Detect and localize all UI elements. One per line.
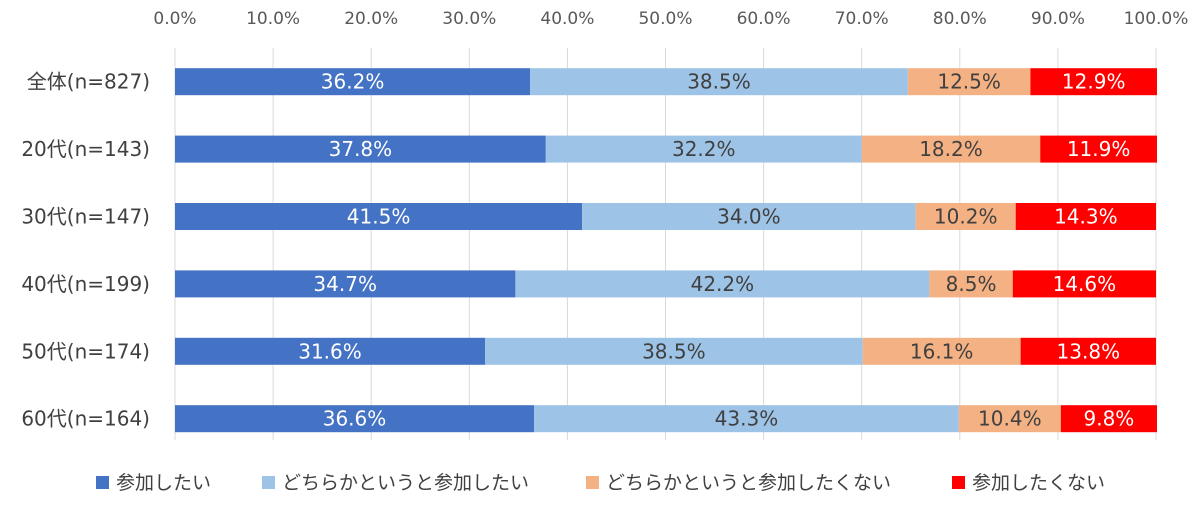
data-label: 38.5% <box>687 70 751 94</box>
bar-segment <box>862 337 1021 365</box>
data-label: 38.5% <box>642 339 706 363</box>
bar-segment <box>534 405 959 433</box>
bar-segment <box>907 68 1031 96</box>
x-tick-label: 100.0% <box>1124 9 1189 29</box>
data-label: 14.6% <box>1053 272 1117 296</box>
bar-segment <box>175 405 535 433</box>
legend-label: 参加したくない <box>972 472 1105 494</box>
x-tick-label: 80.0% <box>933 9 987 29</box>
category-label: 40代(n=199) <box>21 272 150 296</box>
bar-segment <box>175 68 531 96</box>
bar-segment <box>1015 203 1156 230</box>
category-label: 50代(n=174) <box>21 339 150 363</box>
x-tick-label: 70.0% <box>835 9 889 29</box>
bar-segment <box>515 270 930 298</box>
x-tick-label: 10.0% <box>246 9 300 29</box>
bar-segment <box>915 203 1016 230</box>
data-label: 41.5% <box>347 205 411 229</box>
bar-segment <box>175 135 546 163</box>
x-axis-ticks: 0.0% 10.0% 20.0% 30.0% 40.0% 50.0% 60.0% 70.0% 8… <box>153 9 1188 29</box>
data-label: 43.3% <box>715 407 779 431</box>
x-tick-label: 30.0% <box>442 9 496 29</box>
bar-segment <box>484 337 863 365</box>
legend-swatch <box>96 476 109 489</box>
bar-segment <box>1040 135 1157 163</box>
data-label: 31.6% <box>298 339 362 363</box>
legend-label: どちらかというと参加したい <box>282 472 529 494</box>
data-label: 12.9% <box>1062 70 1126 94</box>
bar-segment <box>530 68 908 96</box>
data-label: 36.6% <box>323 407 387 431</box>
x-tick-label: 40.0% <box>540 9 594 29</box>
data-label: 11.9% <box>1067 137 1131 161</box>
bar-segment <box>1030 68 1157 96</box>
bars: 36.2% 38.5% 12.5% 12.9% 37.8% 32.2% 18.2% 11.9%… <box>175 68 1157 433</box>
bar-segment <box>958 405 1061 433</box>
bar-segment <box>1020 337 1156 365</box>
category-labels: 全体(n=827) 20代(n=143) 30代(n=147) 40代(n=199) 5… <box>21 70 150 431</box>
data-label: 9.8% <box>1084 407 1135 431</box>
legend: 参加したい どちらかというと参加したい どちらかというと参加したくない 参加したくない <box>96 472 1105 494</box>
category-label: 60代(n=164) <box>21 407 150 431</box>
data-label: 36.2% <box>321 70 385 94</box>
bar-segment <box>175 270 516 298</box>
data-label: 42.2% <box>691 272 755 296</box>
data-label: 32.2% <box>672 137 736 161</box>
legend-swatch <box>262 476 275 489</box>
data-label: 8.5% <box>946 272 997 296</box>
data-label: 10.2% <box>934 205 998 229</box>
data-label: 13.8% <box>1057 339 1121 363</box>
bar-segment <box>175 203 583 230</box>
data-label: 18.2% <box>919 137 983 161</box>
x-tick-label: 0.0% <box>153 9 196 29</box>
category-label: 全体(n=827) <box>27 70 150 94</box>
data-label: 37.8% <box>329 137 393 161</box>
data-label: 16.1% <box>910 339 974 363</box>
data-label: 34.0% <box>717 205 781 229</box>
bar-segment <box>1060 405 1157 433</box>
data-label: 10.4% <box>978 407 1042 431</box>
x-tick-label: 20.0% <box>344 9 398 29</box>
x-tick-label: 90.0% <box>1031 9 1085 29</box>
category-label: 30代(n=147) <box>21 205 150 229</box>
gridlines <box>174 48 1157 440</box>
data-label: 34.7% <box>313 272 377 296</box>
legend-swatch <box>952 476 965 489</box>
bar-segment <box>1012 270 1156 298</box>
data-label: 14.3% <box>1054 205 1118 229</box>
x-tick-label: 50.0% <box>638 9 692 29</box>
bar-segment <box>545 135 862 163</box>
legend-label: どちらかというと参加したくない <box>606 472 891 494</box>
data-label: 12.5% <box>937 70 1001 94</box>
bar-segment <box>582 203 916 230</box>
x-tick-label: 60.0% <box>737 9 791 29</box>
bar-segment <box>861 135 1041 163</box>
legend-swatch <box>586 476 599 489</box>
bar-segment <box>175 337 485 365</box>
legend-label: 参加したい <box>116 472 211 494</box>
bar-segment <box>929 270 1013 298</box>
category-label: 20代(n=143) <box>21 137 150 161</box>
